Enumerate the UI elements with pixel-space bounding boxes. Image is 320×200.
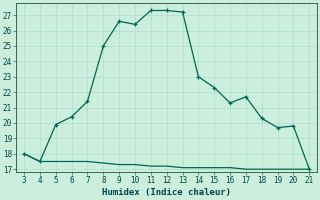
X-axis label: Humidex (Indice chaleur): Humidex (Indice chaleur) xyxy=(102,188,231,197)
